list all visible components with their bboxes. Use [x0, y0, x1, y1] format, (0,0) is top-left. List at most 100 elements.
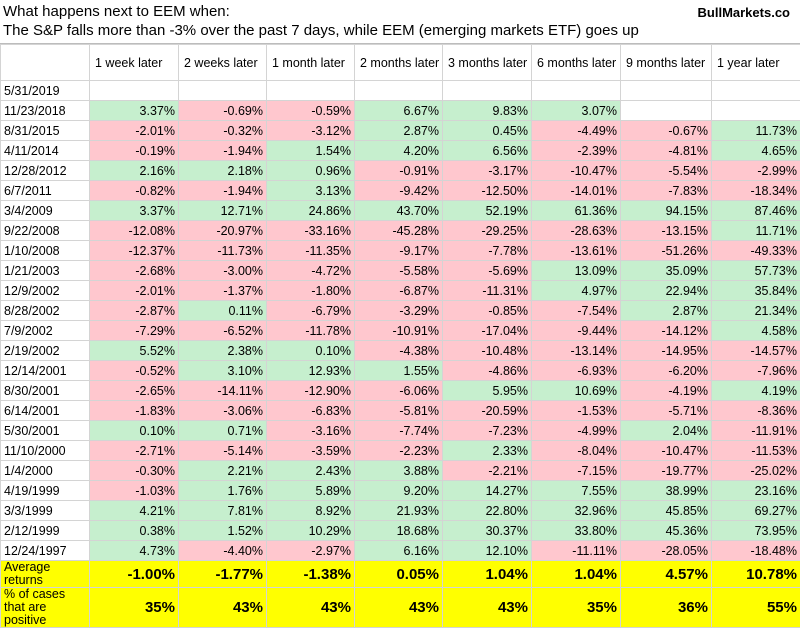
- value-cell: -51.26%: [621, 241, 712, 261]
- table-row: 4/11/2014-0.19%-1.94%1.54%4.20%6.56%-2.3…: [1, 141, 800, 161]
- value-cell: 1.52%: [179, 521, 267, 541]
- value-cell: -11.53%: [712, 441, 800, 461]
- value-cell: -17.04%: [443, 321, 532, 341]
- value-cell: 3.37%: [90, 201, 179, 221]
- value-cell: -5.54%: [621, 161, 712, 181]
- table-row: 6/14/2001-1.83%-3.06%-6.83%-5.81%-20.59%…: [1, 401, 800, 421]
- table-row: 8/28/2002-2.87%0.11%-6.79%-3.29%-0.85%-7…: [1, 301, 800, 321]
- value-cell: 2.43%: [267, 461, 355, 481]
- value-cell: -29.25%: [443, 221, 532, 241]
- row-date-label: 4/11/2014: [1, 141, 90, 161]
- value-cell: 14.27%: [443, 481, 532, 501]
- value-cell: -3.12%: [267, 121, 355, 141]
- value-cell: -28.63%: [532, 221, 621, 241]
- value-cell: -4.99%: [532, 421, 621, 441]
- value-cell: 0.45%: [443, 121, 532, 141]
- row-date-label: 5/31/2019: [1, 81, 90, 101]
- value-cell: 12.10%: [443, 541, 532, 561]
- value-cell: 32.96%: [532, 501, 621, 521]
- chart-header: What happens next to EEM when: The S&P f…: [0, 0, 800, 44]
- value-cell: -7.23%: [443, 421, 532, 441]
- value-cell: -8.04%: [532, 441, 621, 461]
- value-cell: 94.15%: [621, 201, 712, 221]
- value-cell: -7.74%: [355, 421, 443, 441]
- value-cell: -2.68%: [90, 261, 179, 281]
- value-cell: -6.83%: [267, 401, 355, 421]
- value-cell: -6.06%: [355, 381, 443, 401]
- value-cell: 5.95%: [443, 381, 532, 401]
- value-cell: -3.29%: [355, 301, 443, 321]
- column-header-9-months: 9 months later: [621, 45, 712, 81]
- value-cell: -10.47%: [532, 161, 621, 181]
- summary-value-cell: 10.78%: [712, 561, 800, 588]
- value-cell: 13.09%: [532, 261, 621, 281]
- value-cell: -10.47%: [621, 441, 712, 461]
- value-cell: 5.89%: [267, 481, 355, 501]
- value-cell: -33.16%: [267, 221, 355, 241]
- row-date-label: 4/19/1999: [1, 481, 90, 501]
- summary-value-cell: 35%: [90, 588, 179, 628]
- row-date-label: 11/10/2000: [1, 441, 90, 461]
- value-cell: -0.32%: [179, 121, 267, 141]
- value-cell: 0.11%: [179, 301, 267, 321]
- column-header-row: 1 week later 2 weeks later 1 month later…: [1, 45, 800, 81]
- value-cell: -5.14%: [179, 441, 267, 461]
- value-cell: 2.18%: [179, 161, 267, 181]
- value-cell: -0.85%: [443, 301, 532, 321]
- value-cell: 2.04%: [621, 421, 712, 441]
- value-cell: 35.84%: [712, 281, 800, 301]
- value-cell: 4.19%: [712, 381, 800, 401]
- row-date-label: 6/7/2011: [1, 181, 90, 201]
- table-row: 5/31/2019: [1, 81, 800, 101]
- value-cell: -11.11%: [532, 541, 621, 561]
- row-date-label: 8/31/2015: [1, 121, 90, 141]
- table-row: 6/7/2011-0.82%-1.94%3.13%-9.42%-12.50%-1…: [1, 181, 800, 201]
- row-date-label: 6/14/2001: [1, 401, 90, 421]
- summary-value-cell: 4.57%: [621, 561, 712, 588]
- value-cell: 10.29%: [267, 521, 355, 541]
- row-date-label: 8/30/2001: [1, 381, 90, 401]
- value-cell: -18.34%: [712, 181, 800, 201]
- value-cell: -45.28%: [355, 221, 443, 241]
- value-cell: -3.06%: [179, 401, 267, 421]
- value-cell: 23.16%: [712, 481, 800, 501]
- value-cell: -2.87%: [90, 301, 179, 321]
- value-cell: -7.78%: [443, 241, 532, 261]
- value-cell: -5.69%: [443, 261, 532, 281]
- column-header-1-week: 1 week later: [90, 45, 179, 81]
- value-cell: -11.78%: [267, 321, 355, 341]
- value-cell: 21.93%: [355, 501, 443, 521]
- value-cell: [179, 81, 267, 101]
- row-date-label: 2/19/2002: [1, 341, 90, 361]
- summary-value-cell: 55%: [712, 588, 800, 628]
- value-cell: 57.73%: [712, 261, 800, 281]
- value-cell: -13.14%: [532, 341, 621, 361]
- value-cell: 0.96%: [267, 161, 355, 181]
- value-cell: 2.87%: [355, 121, 443, 141]
- value-cell: 2.38%: [179, 341, 267, 361]
- value-cell: -11.91%: [712, 421, 800, 441]
- value-cell: -2.23%: [355, 441, 443, 461]
- row-date-label: 1/10/2008: [1, 241, 90, 261]
- value-cell: -1.53%: [532, 401, 621, 421]
- summary-value-cell: 43%: [443, 588, 532, 628]
- value-cell: -3.00%: [179, 261, 267, 281]
- value-cell: -2.01%: [90, 121, 179, 141]
- value-cell: -12.50%: [443, 181, 532, 201]
- value-cell: 0.71%: [179, 421, 267, 441]
- value-cell: -4.86%: [443, 361, 532, 381]
- value-cell: -0.67%: [621, 121, 712, 141]
- chart-title-line2: The S&P falls more than -3% over the pas…: [3, 22, 639, 39]
- value-cell: 2.21%: [179, 461, 267, 481]
- table-row: 8/30/2001-2.65%-14.11%-12.90%-6.06%5.95%…: [1, 381, 800, 401]
- value-cell: -4.38%: [355, 341, 443, 361]
- value-cell: -1.37%: [179, 281, 267, 301]
- value-cell: -18.48%: [712, 541, 800, 561]
- value-cell: 8.92%: [267, 501, 355, 521]
- value-cell: [355, 81, 443, 101]
- value-cell: 1.55%: [355, 361, 443, 381]
